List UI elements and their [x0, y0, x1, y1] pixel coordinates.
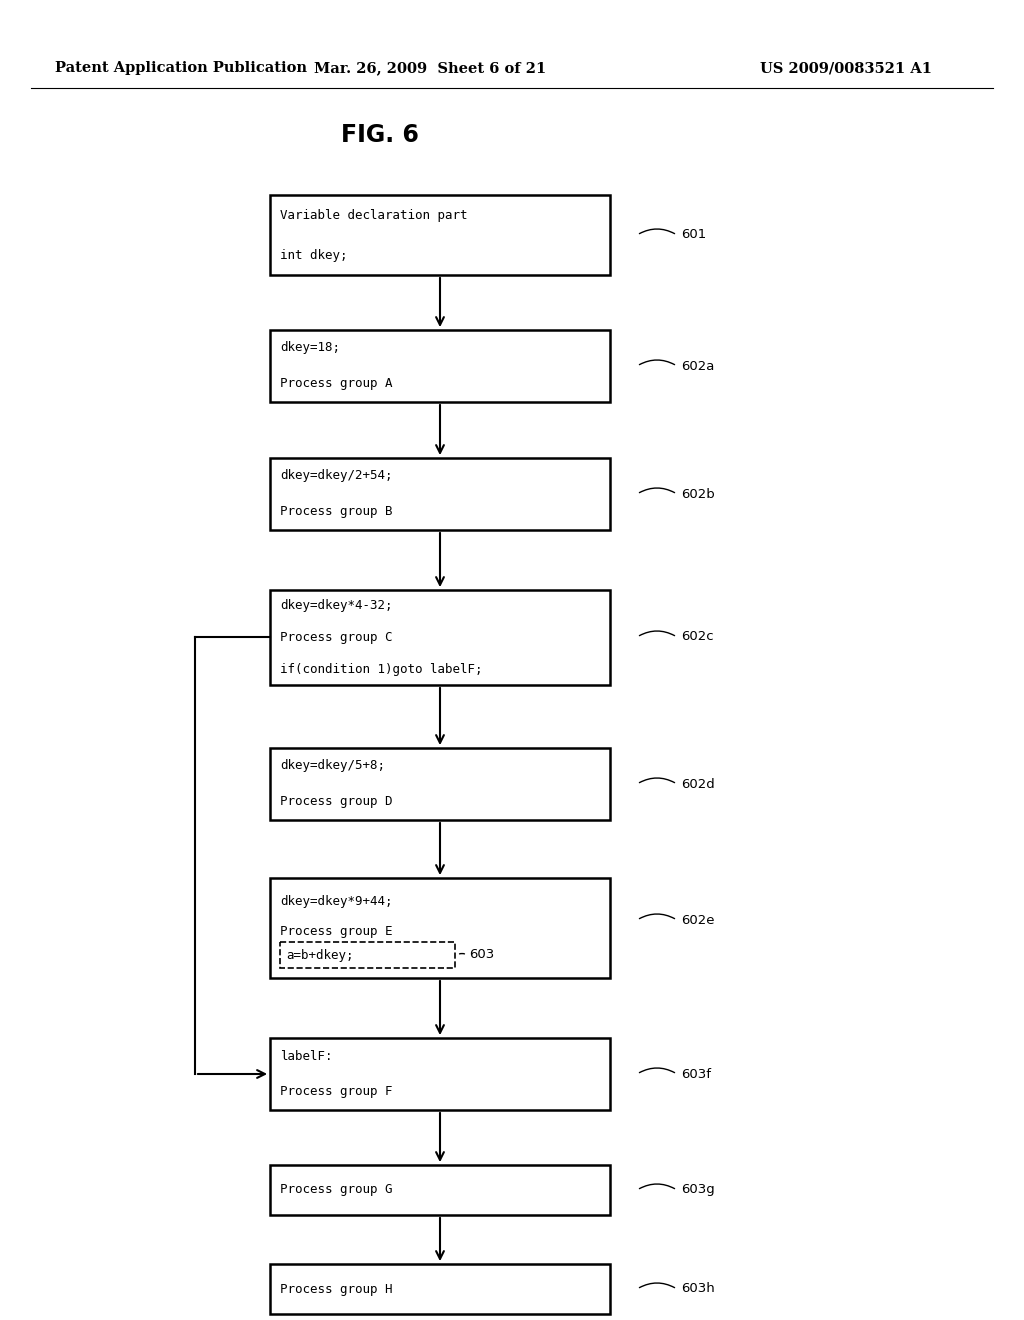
Text: dkey=18;: dkey=18; [280, 342, 340, 355]
Bar [270, 330, 610, 403]
Text: Process group F: Process group F [280, 1085, 392, 1098]
Text: 602a: 602a [681, 359, 715, 372]
Text: dkey=dkey/2+54;: dkey=dkey/2+54; [280, 470, 392, 483]
Text: Patent Application Publication: Patent Application Publication [55, 61, 307, 75]
Text: 602d: 602d [681, 777, 715, 791]
Bar [270, 748, 610, 820]
Text: Process group B: Process group B [280, 506, 392, 519]
Text: Process group D: Process group D [280, 796, 392, 808]
Text: dkey=dkey/5+8;: dkey=dkey/5+8; [280, 759, 385, 772]
Bar [270, 590, 610, 685]
Text: 602b: 602b [681, 487, 715, 500]
Text: 602e: 602e [681, 913, 715, 927]
Text: FIG. 6: FIG. 6 [341, 123, 419, 147]
Text: 603: 603 [469, 949, 495, 961]
Text: Process group E: Process group E [280, 924, 392, 937]
Bar [270, 458, 610, 531]
Bar [270, 878, 610, 978]
Text: US 2009/0083521 A1: US 2009/0083521 A1 [760, 61, 932, 75]
Bar [270, 1265, 610, 1313]
Bar [270, 1166, 610, 1214]
Text: Process group H: Process group H [280, 1283, 392, 1295]
Text: int dkey;: int dkey; [280, 248, 347, 261]
Text: 601: 601 [681, 228, 707, 242]
Text: 603g: 603g [681, 1184, 715, 1196]
Text: 603f: 603f [681, 1068, 711, 1081]
Bar [270, 1038, 610, 1110]
Text: if(condition 1)goto labelF;: if(condition 1)goto labelF; [280, 663, 482, 676]
Bar [270, 195, 610, 275]
Text: a=b+dkey;: a=b+dkey; [286, 949, 353, 961]
Text: Process group G: Process group G [280, 1184, 392, 1196]
Text: dkey=dkey*9+44;: dkey=dkey*9+44; [280, 895, 392, 908]
Text: Mar. 26, 2009  Sheet 6 of 21: Mar. 26, 2009 Sheet 6 of 21 [314, 61, 546, 75]
Text: Variable declaration part: Variable declaration part [280, 209, 468, 222]
Text: dkey=dkey*4-32;: dkey=dkey*4-32; [280, 599, 392, 612]
Text: labelF:: labelF: [280, 1049, 333, 1063]
Text: 603h: 603h [681, 1283, 715, 1295]
Text: 602c: 602c [681, 631, 714, 644]
Text: Process group C: Process group C [280, 631, 392, 644]
Text: Process group A: Process group A [280, 378, 392, 391]
Bar [280, 942, 455, 968]
